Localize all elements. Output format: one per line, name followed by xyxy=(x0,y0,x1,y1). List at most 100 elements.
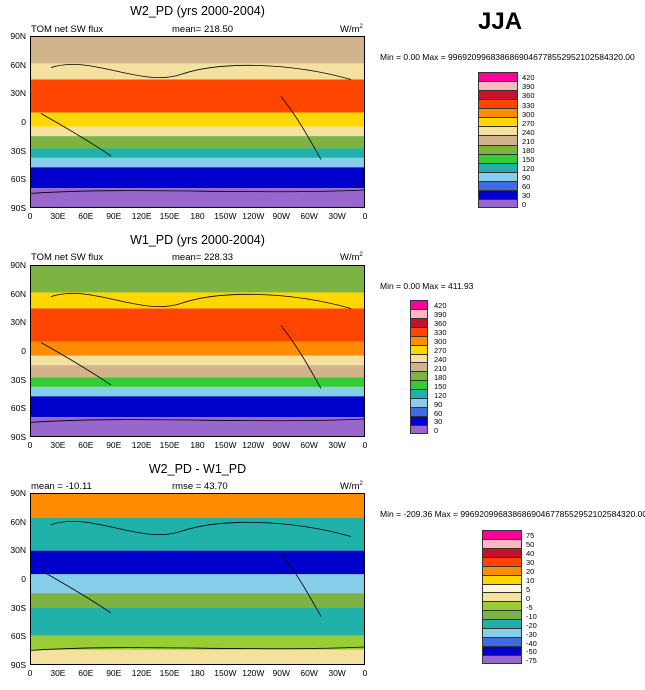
x-tick-label: 120E xyxy=(131,440,152,450)
panel3-colorbar-tick-label: 20 xyxy=(526,567,535,577)
panel1-colorbar-swatch xyxy=(478,171,518,181)
x-tick-label: 60W xyxy=(300,668,318,678)
panel1-colorbar-tick-label: 240 xyxy=(522,127,535,137)
panel2-colorbar xyxy=(410,300,428,434)
panel1-field xyxy=(31,37,364,207)
panel2-colorbar-swatch xyxy=(410,398,428,408)
y-tick-label: 60S xyxy=(10,174,26,185)
y-tick-label: 90N xyxy=(10,31,26,41)
panel3-colorbar-swatch xyxy=(482,556,522,566)
panel3-colorbar-tick-label: -40 xyxy=(526,638,537,648)
panel2-colorbar-swatch xyxy=(410,353,428,363)
x-tick-label: 150W xyxy=(214,668,237,678)
panel3-colorbar-tick-label: 40 xyxy=(526,549,535,559)
panel2-band-6 xyxy=(31,377,364,387)
x-tick-label: 30W xyxy=(328,211,346,221)
panel2-band-1 xyxy=(31,292,364,309)
panel2-colorbar-tick-label: 210 xyxy=(434,363,447,373)
panel3-colorbar-swatch xyxy=(482,538,522,548)
panel3-colorbar-swatch xyxy=(482,565,522,575)
panel3-band-6 xyxy=(31,621,364,636)
panel1-colorbar xyxy=(478,72,518,208)
panel1-title: W2_PD (yrs 2000-2004) xyxy=(130,4,265,18)
panel3-field xyxy=(31,494,364,664)
panel3-map xyxy=(30,493,365,665)
panel2-units-label: W/m2 xyxy=(340,252,363,264)
panel2-minmax: Min = 0.00 Max = 411.93 xyxy=(380,281,474,291)
panel1-colorbar-tick-label: 180 xyxy=(522,145,535,155)
x-tick-label: 0 xyxy=(362,440,368,450)
panel3-colorbar-labels: 75 50 40 30 20 10 5 0 -5 -10 -20 -30 -40 -50 -75 xyxy=(526,530,566,665)
panel1-colorbar-swatch xyxy=(478,81,518,91)
panel2-colorbar-swatch xyxy=(410,415,428,425)
panel3-colorbar-tick-label: 50 xyxy=(526,540,535,550)
panel1-band-3 xyxy=(31,112,364,127)
x-tick-label: 90W xyxy=(272,440,290,450)
panel3-units-label: W/m2 xyxy=(340,481,363,493)
panel1-map xyxy=(30,36,365,208)
x-tick-label: 60W xyxy=(300,211,318,221)
panel1-colorbar-tick-label: 60 xyxy=(522,182,531,192)
panel1-colorbar-swatch xyxy=(478,72,518,82)
panel1-colorbar-tick-label: 210 xyxy=(522,136,535,146)
y-tick-label: 0 xyxy=(21,574,26,584)
x-tick-label: 90E xyxy=(106,211,122,221)
panel3-colorbar-swatch xyxy=(482,574,522,584)
panel1-colorbar-tick-label: 0 xyxy=(522,200,527,210)
panel2-colorbar-swatch xyxy=(410,308,428,318)
panel2-colorbar-swatch xyxy=(410,300,428,309)
season-label: JJA xyxy=(478,8,523,35)
panel1-colorbar-swatch xyxy=(478,153,518,163)
panel2-colorbar-tick-label: 270 xyxy=(434,346,447,355)
panel3-colorbar-swatch xyxy=(482,601,522,611)
panel2-map xyxy=(30,265,365,437)
x-tick-label: 60E xyxy=(78,668,94,678)
panel2-colorbar-swatch xyxy=(410,371,428,381)
panel3-colorbar-swatch xyxy=(482,592,522,602)
panel1-band-8 xyxy=(31,167,364,189)
panel2-band-4 xyxy=(31,355,364,366)
y-tick-label: 60S xyxy=(10,403,26,414)
panel3-minmax: Min = -209.36 Max = 99692099683868690467… xyxy=(380,509,645,519)
x-tick-label: 120E xyxy=(131,211,152,221)
panel3-title: W2_PD - W1_PD xyxy=(148,462,247,476)
panel1-colorbar-swatch xyxy=(478,135,518,145)
panel1-colorbar-tick-label: 270 xyxy=(522,118,535,128)
panel2-colorbar-swatch xyxy=(410,344,428,354)
panel1-colorbar-swatch xyxy=(478,108,518,118)
panel2-band-2 xyxy=(31,308,364,342)
panel2-colorbar-tick-label: 0 xyxy=(434,426,439,436)
panel2-colorbar-swatch xyxy=(410,326,428,336)
panel2-band-3 xyxy=(31,341,364,356)
panel2-title: W1_PD (yrs 2000-2004) xyxy=(130,233,265,247)
x-tick-label: 30E xyxy=(50,668,66,678)
panel2-colorbar-swatch xyxy=(410,424,428,434)
panel3-colorbar xyxy=(482,530,522,664)
panel2-colorbar-tick-label: 60 xyxy=(434,408,443,418)
panel1-band-6 xyxy=(31,148,364,158)
x-tick-label: 150W xyxy=(214,440,237,450)
panel1-band-4 xyxy=(31,126,364,137)
panel1-coastline xyxy=(31,63,364,194)
panel3-colorbar-swatch xyxy=(482,637,522,646)
panel3-colorbar-swatch xyxy=(482,547,522,557)
panel1-band-0 xyxy=(31,37,364,64)
panel1-colorbar-swatch xyxy=(478,126,518,136)
x-tick-label: 90W xyxy=(272,211,290,221)
x-tick-label: 0 xyxy=(27,211,33,221)
panel3-colorbar-swatch xyxy=(482,654,522,664)
panel1-colorbar-swatch xyxy=(478,162,518,172)
panel2-colorbar-tick-label: 360 xyxy=(434,319,447,329)
panel3-colorbar-tick-label: -5 xyxy=(526,602,533,612)
panel2-mean-label: mean= 228.33 xyxy=(172,252,234,263)
x-tick-label: 150E xyxy=(159,440,180,450)
x-tick-label: 60E xyxy=(78,440,94,450)
panel1-colorbar-swatch xyxy=(478,189,518,199)
panel1-band-5 xyxy=(31,136,364,149)
panel3-band-4 xyxy=(31,593,364,608)
panel3-band-0 xyxy=(31,494,364,518)
panel2-colorbar-swatch xyxy=(410,362,428,372)
panel1-colorbar-swatch xyxy=(478,99,518,109)
y-tick-label: 30N xyxy=(10,88,26,99)
y-tick-label: 30N xyxy=(10,545,26,556)
